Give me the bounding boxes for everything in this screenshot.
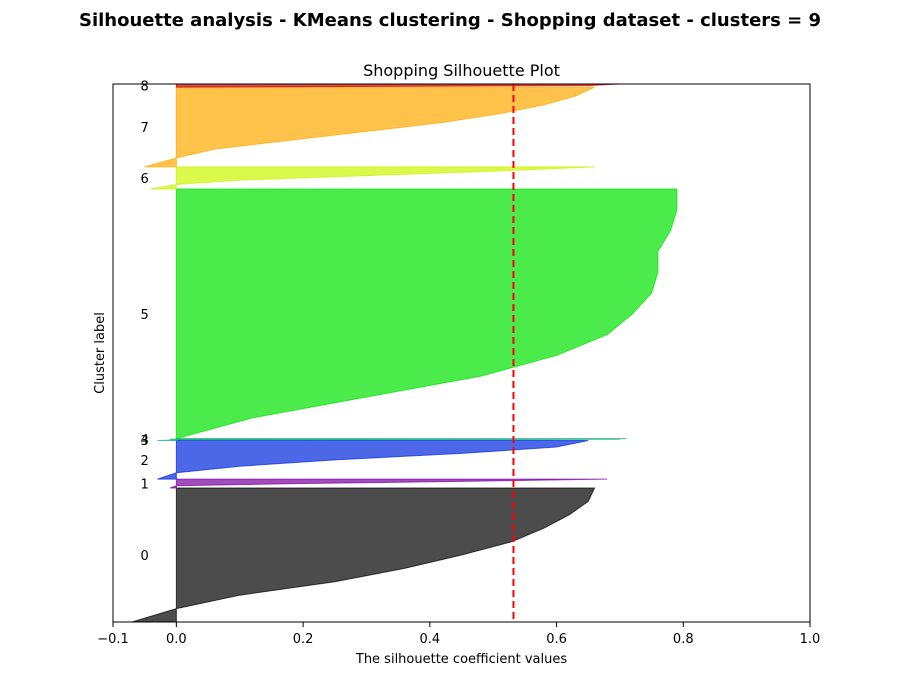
cluster-labels: 0 1 2 34 5 6 7 8 (141, 80, 149, 564)
cluster-7-silhouette (144, 86, 595, 168)
cluster-1-silhouette (169, 478, 608, 489)
x-tick-label: 0.8 (673, 632, 694, 647)
chart-title: Shopping Silhouette Plot (363, 61, 560, 80)
x-tick-label: −0.1 (97, 632, 129, 647)
cluster-label-5: 5 (141, 308, 149, 323)
cluster-label-1: 1 (141, 478, 149, 493)
cluster-label-2: 2 (141, 454, 149, 469)
cluster-label-3: 3 (141, 434, 149, 449)
cluster-6-silhouette (150, 166, 595, 190)
x-axis-ticks: −0.1 0.0 0.2 0.4 0.6 0.8 1.0 (97, 622, 820, 647)
silhouette-areas (131, 83, 678, 623)
cluster-5-silhouette (175, 188, 678, 440)
cluster-2-silhouette (157, 440, 589, 480)
x-tick-label: 0.4 (419, 632, 440, 647)
x-tick-label: 0.2 (293, 632, 314, 647)
x-axis-label: The silhouette coefficient values (355, 652, 567, 667)
figure-suptitle: Silhouette analysis - KMeans clustering … (78, 10, 822, 31)
x-tick-label: 0.0 (166, 632, 187, 647)
x-tick-label: 0.6 (546, 632, 567, 647)
cluster-label-6: 6 (141, 172, 149, 187)
cluster-4-silhouette (170, 438, 627, 440)
x-tick-label: 1.0 (800, 632, 821, 647)
cluster-0-silhouette (131, 487, 596, 623)
cluster-label-8: 8 (141, 80, 149, 95)
axes-frame (112, 83, 811, 623)
cluster-label-0: 0 (141, 549, 149, 564)
y-axis-label: Cluster label (93, 312, 108, 394)
cluster-label-4: 4 (141, 433, 149, 448)
cluster-label-7: 7 (141, 121, 149, 136)
